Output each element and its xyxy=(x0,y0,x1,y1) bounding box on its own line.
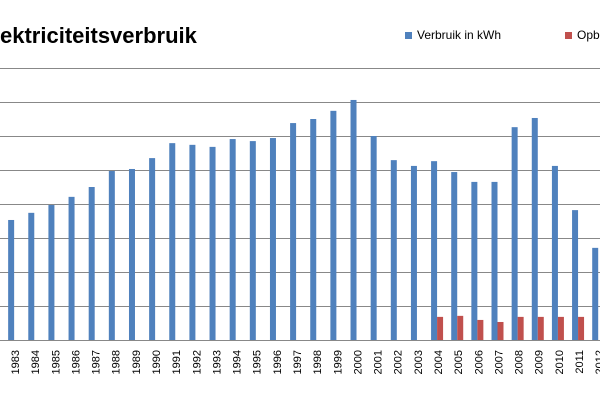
bar xyxy=(249,141,256,340)
legend-label: Opb xyxy=(577,28,600,42)
x-tick-label: 1996 xyxy=(272,350,284,374)
x-tick-label: 1999 xyxy=(332,350,344,374)
x-tick-label: 1991 xyxy=(171,350,183,374)
legend-swatch xyxy=(405,32,412,39)
x-tick-label: 2006 xyxy=(473,350,485,374)
bar xyxy=(431,161,438,340)
bar xyxy=(410,165,417,340)
bar xyxy=(457,315,464,340)
bar xyxy=(370,136,377,340)
bar xyxy=(390,160,397,340)
x-tick-label: 2008 xyxy=(514,350,526,374)
x-tick-label: 1992 xyxy=(191,350,203,374)
bar xyxy=(350,99,357,341)
x-tick-label: 2005 xyxy=(453,350,465,374)
x-tick-label: 2011 xyxy=(574,350,586,374)
x-tick-label: 1985 xyxy=(50,350,62,374)
x-tick-label: 1982 xyxy=(0,350,2,374)
x-tick-label: 2002 xyxy=(393,350,405,374)
x-tick-label: 1990 xyxy=(151,350,163,374)
x-tick-label: 2009 xyxy=(534,350,546,374)
bar xyxy=(572,210,579,340)
x-tick-label: 2003 xyxy=(413,350,425,374)
x-tick-label: 1984 xyxy=(30,350,42,374)
bar xyxy=(290,123,297,340)
x-tick-label: 2001 xyxy=(373,350,385,374)
chart-title: ektriciteitsverbruik xyxy=(0,23,198,48)
bar xyxy=(471,181,478,340)
bar xyxy=(578,316,585,340)
bar xyxy=(511,127,518,340)
x-tick-label: 2012 xyxy=(594,350,600,374)
bar xyxy=(557,316,564,340)
bar xyxy=(497,321,504,340)
x-tick-label: 2004 xyxy=(433,350,445,374)
bar xyxy=(310,119,317,340)
bar xyxy=(477,319,484,340)
bar xyxy=(48,205,55,340)
bar xyxy=(8,219,15,340)
bar xyxy=(592,247,599,340)
x-tick-label: 2010 xyxy=(554,350,566,374)
bar xyxy=(169,143,176,340)
bar xyxy=(128,168,135,340)
x-tick-label: 1988 xyxy=(111,350,123,374)
x-tick-label: 2007 xyxy=(493,350,505,374)
x-tick-label: 1986 xyxy=(70,350,82,374)
x-tick-label: 1993 xyxy=(211,350,223,374)
legend-label: Verbruik in kWh xyxy=(417,28,501,42)
bar xyxy=(68,196,75,340)
legend-swatch xyxy=(565,32,572,39)
x-tick-label: 1997 xyxy=(292,350,304,374)
bar xyxy=(531,117,538,340)
bar xyxy=(149,158,156,340)
x-tick-label: 1989 xyxy=(131,350,143,374)
bar xyxy=(88,187,95,340)
bar xyxy=(108,171,115,340)
x-tick-label: 1998 xyxy=(312,350,324,374)
bar xyxy=(437,316,444,340)
bar xyxy=(551,165,558,340)
bar xyxy=(451,172,458,340)
bar xyxy=(491,181,498,340)
x-tick-label: 1983 xyxy=(10,350,22,374)
bar xyxy=(229,139,236,340)
bar xyxy=(537,316,544,340)
x-tick-label: 2000 xyxy=(352,350,364,374)
bar xyxy=(517,316,524,340)
x-tick-label: 1994 xyxy=(232,350,244,374)
bar xyxy=(330,110,337,340)
x-tick-label: 1995 xyxy=(252,350,264,374)
bar xyxy=(189,144,196,340)
x-tick-label: 1987 xyxy=(91,350,103,374)
bar xyxy=(269,138,276,340)
bar xyxy=(28,212,35,340)
bar xyxy=(209,146,216,340)
